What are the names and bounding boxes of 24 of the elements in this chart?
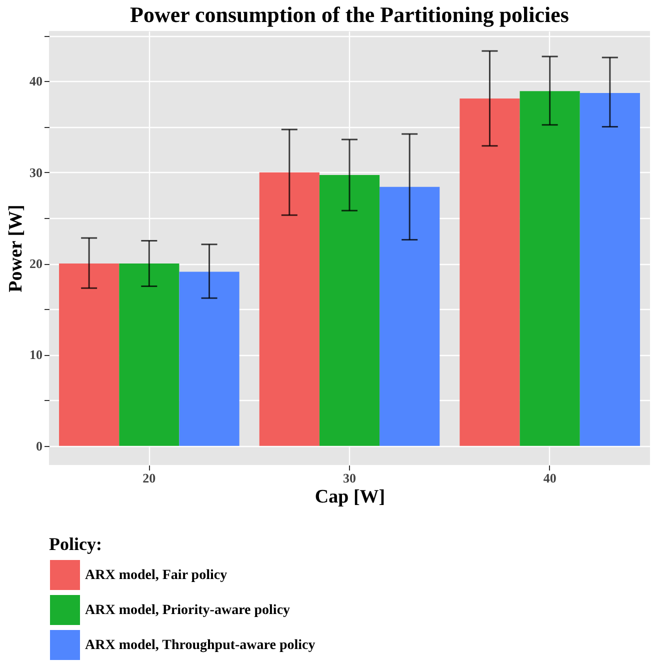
x-tick-label: 30: [343, 470, 356, 486]
y-tick-label: 40: [30, 74, 42, 89]
chart-title: Power consumption of the Partitioning policies: [130, 2, 570, 27]
x-tick-label: 20: [142, 470, 156, 486]
y-axis-title: Power [W]: [6, 204, 26, 292]
bar: [119, 264, 180, 446]
bar: [179, 272, 240, 446]
y-tick-label: 10: [30, 347, 42, 362]
bar: [59, 264, 120, 446]
x-tick-label: 40: [543, 470, 556, 486]
legend-title: Policy:: [49, 534, 102, 554]
y-tick-label: 0: [36, 438, 42, 454]
legend-label: ARX model, Fair policy: [85, 568, 228, 583]
bar: [380, 186, 440, 446]
bar: [520, 91, 580, 446]
bar: [580, 93, 640, 446]
bar: [319, 175, 380, 446]
y-tick-label: 30: [30, 164, 42, 180]
legend-label: ARX model, Throughput-aware policy: [85, 638, 316, 653]
legend-label: ARX model, Priority-aware policy: [85, 603, 290, 618]
bar: [259, 172, 320, 446]
bar: [460, 98, 520, 446]
x-axis-title: Cap [W]: [314, 486, 386, 508]
y-tick-label: 20: [30, 256, 42, 271]
